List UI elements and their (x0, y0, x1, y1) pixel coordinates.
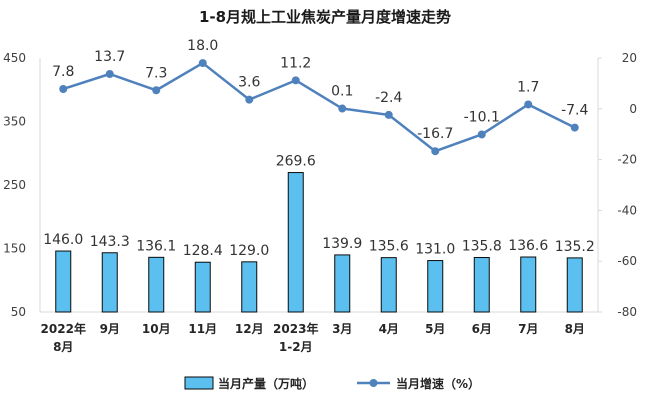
growth-point (477, 130, 486, 139)
right-axis-tick-label: -20 (617, 153, 637, 167)
production-data-label: 136.6 (508, 238, 548, 254)
right-axis-tick-label: 20 (622, 51, 637, 65)
production-bar (380, 257, 397, 313)
growth-data-label: 3.6 (238, 75, 260, 91)
growth-point (245, 95, 254, 104)
production-data-label: 269.6 (276, 154, 316, 170)
production-data-label: 135.6 (369, 239, 409, 255)
x-axis-tick-label: 11月 (188, 322, 217, 336)
production-bar (566, 257, 583, 313)
right-axis-tick-label: -40 (617, 203, 637, 217)
left-axis-tick-label: 350 (3, 115, 26, 129)
growth-line-layer (59, 59, 579, 156)
growth-point (431, 147, 440, 156)
growth-data-label: 18.0 (187, 38, 218, 54)
production-bar (241, 261, 258, 313)
legend-bar-swatch (184, 376, 214, 390)
production-bar (55, 250, 72, 313)
x-axis-tick-label: 2022年 (41, 321, 86, 336)
x-axis-tick-label: 7月 (518, 322, 538, 336)
production-bar (427, 260, 444, 313)
legend-line-marker (369, 379, 378, 387)
growth-point (570, 123, 579, 132)
production-data-label: 146.0 (43, 232, 83, 248)
production-data-label: 135.2 (555, 239, 595, 255)
production-bar (194, 261, 211, 313)
growth-data-label: -2.4 (375, 90, 402, 106)
growth-point (338, 104, 347, 113)
production-bar (148, 256, 165, 313)
left-axis-tick-label: 150 (3, 242, 26, 256)
growth-data-label: 13.7 (94, 49, 125, 65)
growth-data-label: 7.8 (52, 64, 74, 80)
production-bar (520, 256, 537, 313)
x-axis-tick-label: 10月 (142, 322, 171, 336)
x-axis-tick-label: 3月 (332, 322, 352, 336)
x-axis-tick-label: 8月 (565, 322, 585, 336)
x-axis-tick-label: 9月 (100, 322, 120, 336)
growth-point (105, 70, 114, 79)
production-data-label: 129.0 (229, 243, 269, 259)
chart-title: 1-8月规上工业焦炭产量月度增速走势 (199, 8, 451, 26)
legend-line-label: 当月增速（%） (396, 376, 480, 391)
growth-data-label: 7.3 (145, 65, 167, 81)
production-data-label: 139.9 (322, 236, 362, 252)
x-axis-tick-label: 12月 (235, 322, 264, 336)
x-axis-tick-label: 1-2月 (279, 340, 313, 354)
right-axis-tick-label: -80 (617, 305, 637, 319)
legend-bar-label: 当月产量（万吨） (218, 376, 314, 391)
bars-layer (55, 172, 583, 313)
x-axis-tick-label: 4月 (379, 322, 399, 336)
legend: 当月产量（万吨） 当月增速（%） (184, 376, 480, 391)
x-axis-tick-label: 2023年 (273, 321, 318, 336)
production-data-label: 143.3 (90, 234, 130, 250)
growth-point (291, 76, 300, 85)
axes-layer: 50 150 250 350 450 20 0 -20 -40 -60 -80 2022年 8月 9月 10… (3, 51, 637, 354)
growth-point (384, 110, 393, 119)
production-data-label: 131.0 (415, 242, 455, 258)
growth-data-label: -7.4 (561, 103, 588, 119)
left-axis-tick-label: 450 (3, 51, 26, 65)
production-bar (287, 172, 304, 313)
data-labels-layer: 146.0 143.3 136.1 128.4 129.0 269.6 139.9 135.6… (43, 38, 595, 259)
x-axis-tick-label: 8月 (53, 340, 73, 354)
production-bar (101, 252, 118, 313)
production-data-label: 136.1 (136, 238, 176, 254)
growth-data-label: 1.7 (517, 79, 539, 95)
growth-point (524, 100, 533, 109)
growth-point (59, 84, 68, 93)
growth-data-label: -16.7 (417, 126, 453, 142)
x-axis-tick-label: 6月 (472, 322, 492, 336)
growth-data-label: 0.1 (331, 84, 353, 100)
left-axis-tick-label: 250 (3, 178, 26, 192)
production-data-label: 128.4 (183, 243, 223, 259)
x-axis-tick-label: 5月 (425, 322, 445, 336)
growth-data-label: -10.1 (464, 109, 500, 125)
growth-point (198, 59, 207, 68)
production-data-label: 135.8 (462, 239, 502, 255)
growth-point (152, 86, 161, 95)
growth-data-label: 11.2 (280, 55, 311, 71)
left-axis-tick-label: 50 (11, 305, 26, 319)
production-bar (473, 257, 490, 313)
right-axis-tick-label: -60 (617, 254, 637, 268)
production-bar (334, 254, 351, 313)
growth-line (62, 61, 576, 153)
right-axis-tick-label: 0 (629, 102, 637, 116)
